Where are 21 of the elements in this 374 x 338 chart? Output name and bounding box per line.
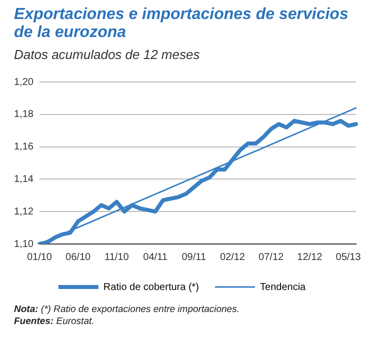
chart-title: Exportaciones e importaciones de servicios de la eurozona — [14, 6, 350, 42]
text: Nota: (*) Ratio de exportaciones entre importaciones. — [14, 304, 240, 316]
x-tick-label: 09/11 — [182, 252, 206, 263]
y-tick-label: 1,18 — [14, 109, 34, 120]
legend-label: Ratio de cobertura (*) — [103, 282, 200, 293]
source-note: Fuentes: Eurostat. — [14, 316, 96, 328]
x-tick-label: 01/10 — [26, 252, 52, 263]
x-tick-label: 06/10 — [66, 252, 92, 263]
legend-label: Tendencia — [260, 282, 306, 293]
y-tick-label: 1,16 — [14, 142, 34, 153]
x-tick-label: 04/11 — [143, 252, 168, 263]
x-tick-label: 02/12 — [220, 252, 246, 263]
y-tick-label: 1,20 — [14, 76, 34, 88]
y-tick-label: 1,12 — [14, 206, 34, 218]
chart-subtitle: Datos acumulados de 12 meses — [14, 47, 200, 62]
x-tick-label: 07/12 — [258, 252, 284, 263]
x-tick-label: 12/12 — [297, 252, 323, 263]
x-tick-label: 05/13 — [336, 252, 362, 263]
x-tick-label: 11/10 — [104, 252, 130, 263]
y-tick-label: 1,10 — [14, 238, 34, 250]
y-tick-label: 1,14 — [14, 174, 34, 185]
